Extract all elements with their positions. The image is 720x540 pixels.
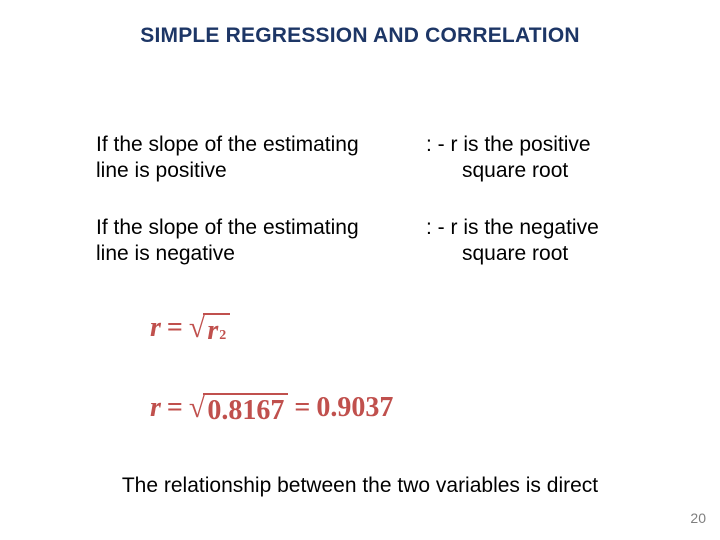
text: If the slope of the estimating <box>96 133 359 156</box>
var-r: r <box>150 392 161 424</box>
text: If the slope of the estimating <box>96 216 359 239</box>
var-r: r <box>150 312 161 344</box>
equals-sign: = <box>167 312 183 344</box>
page-number: 20 <box>690 510 706 526</box>
var-r: r <box>207 317 218 345</box>
slide-title: SIMPLE REGRESSION AND CORRELATION <box>0 24 720 48</box>
rule-row-positive: If the slope of the estimating line is p… <box>0 132 720 185</box>
formula: r = √ 0.8167 = 0.9037 <box>150 392 393 424</box>
formula-r-squared: r = √ r2 <box>150 312 230 344</box>
text: line is negative <box>96 242 235 265</box>
text: square root <box>426 242 568 265</box>
radicand: 0.8167 <box>203 393 288 421</box>
radicand: r2 <box>203 313 230 341</box>
number: 0.9037 <box>316 392 393 424</box>
text: line is positive <box>96 159 227 182</box>
formula: r = √ r2 <box>150 312 230 344</box>
rule-condition: If the slope of the estimating line is n… <box>96 215 406 268</box>
rule-result: : - r is the positive square root <box>406 132 660 185</box>
formula-r-value: r = √ 0.8167 = 0.9037 <box>150 392 393 424</box>
slide: SIMPLE REGRESSION AND CORRELATION If the… <box>0 0 720 540</box>
equals-sign: = <box>167 392 183 424</box>
rule-condition: If the slope of the estimating line is p… <box>96 132 406 185</box>
number: 0.8167 <box>207 397 284 425</box>
rule-result: : - r is the negative square root <box>406 215 660 268</box>
conclusion-text: The relationship between the two variabl… <box>0 474 720 498</box>
text: : - r is the negative <box>426 216 599 239</box>
text: square root <box>426 159 568 182</box>
sqrt: √ r2 <box>189 313 230 343</box>
sqrt: √ 0.8167 <box>189 393 288 423</box>
text: : - r is the positive <box>426 133 591 156</box>
rule-row-negative: If the slope of the estimating line is n… <box>0 215 720 268</box>
equals-sign: = <box>294 392 310 424</box>
